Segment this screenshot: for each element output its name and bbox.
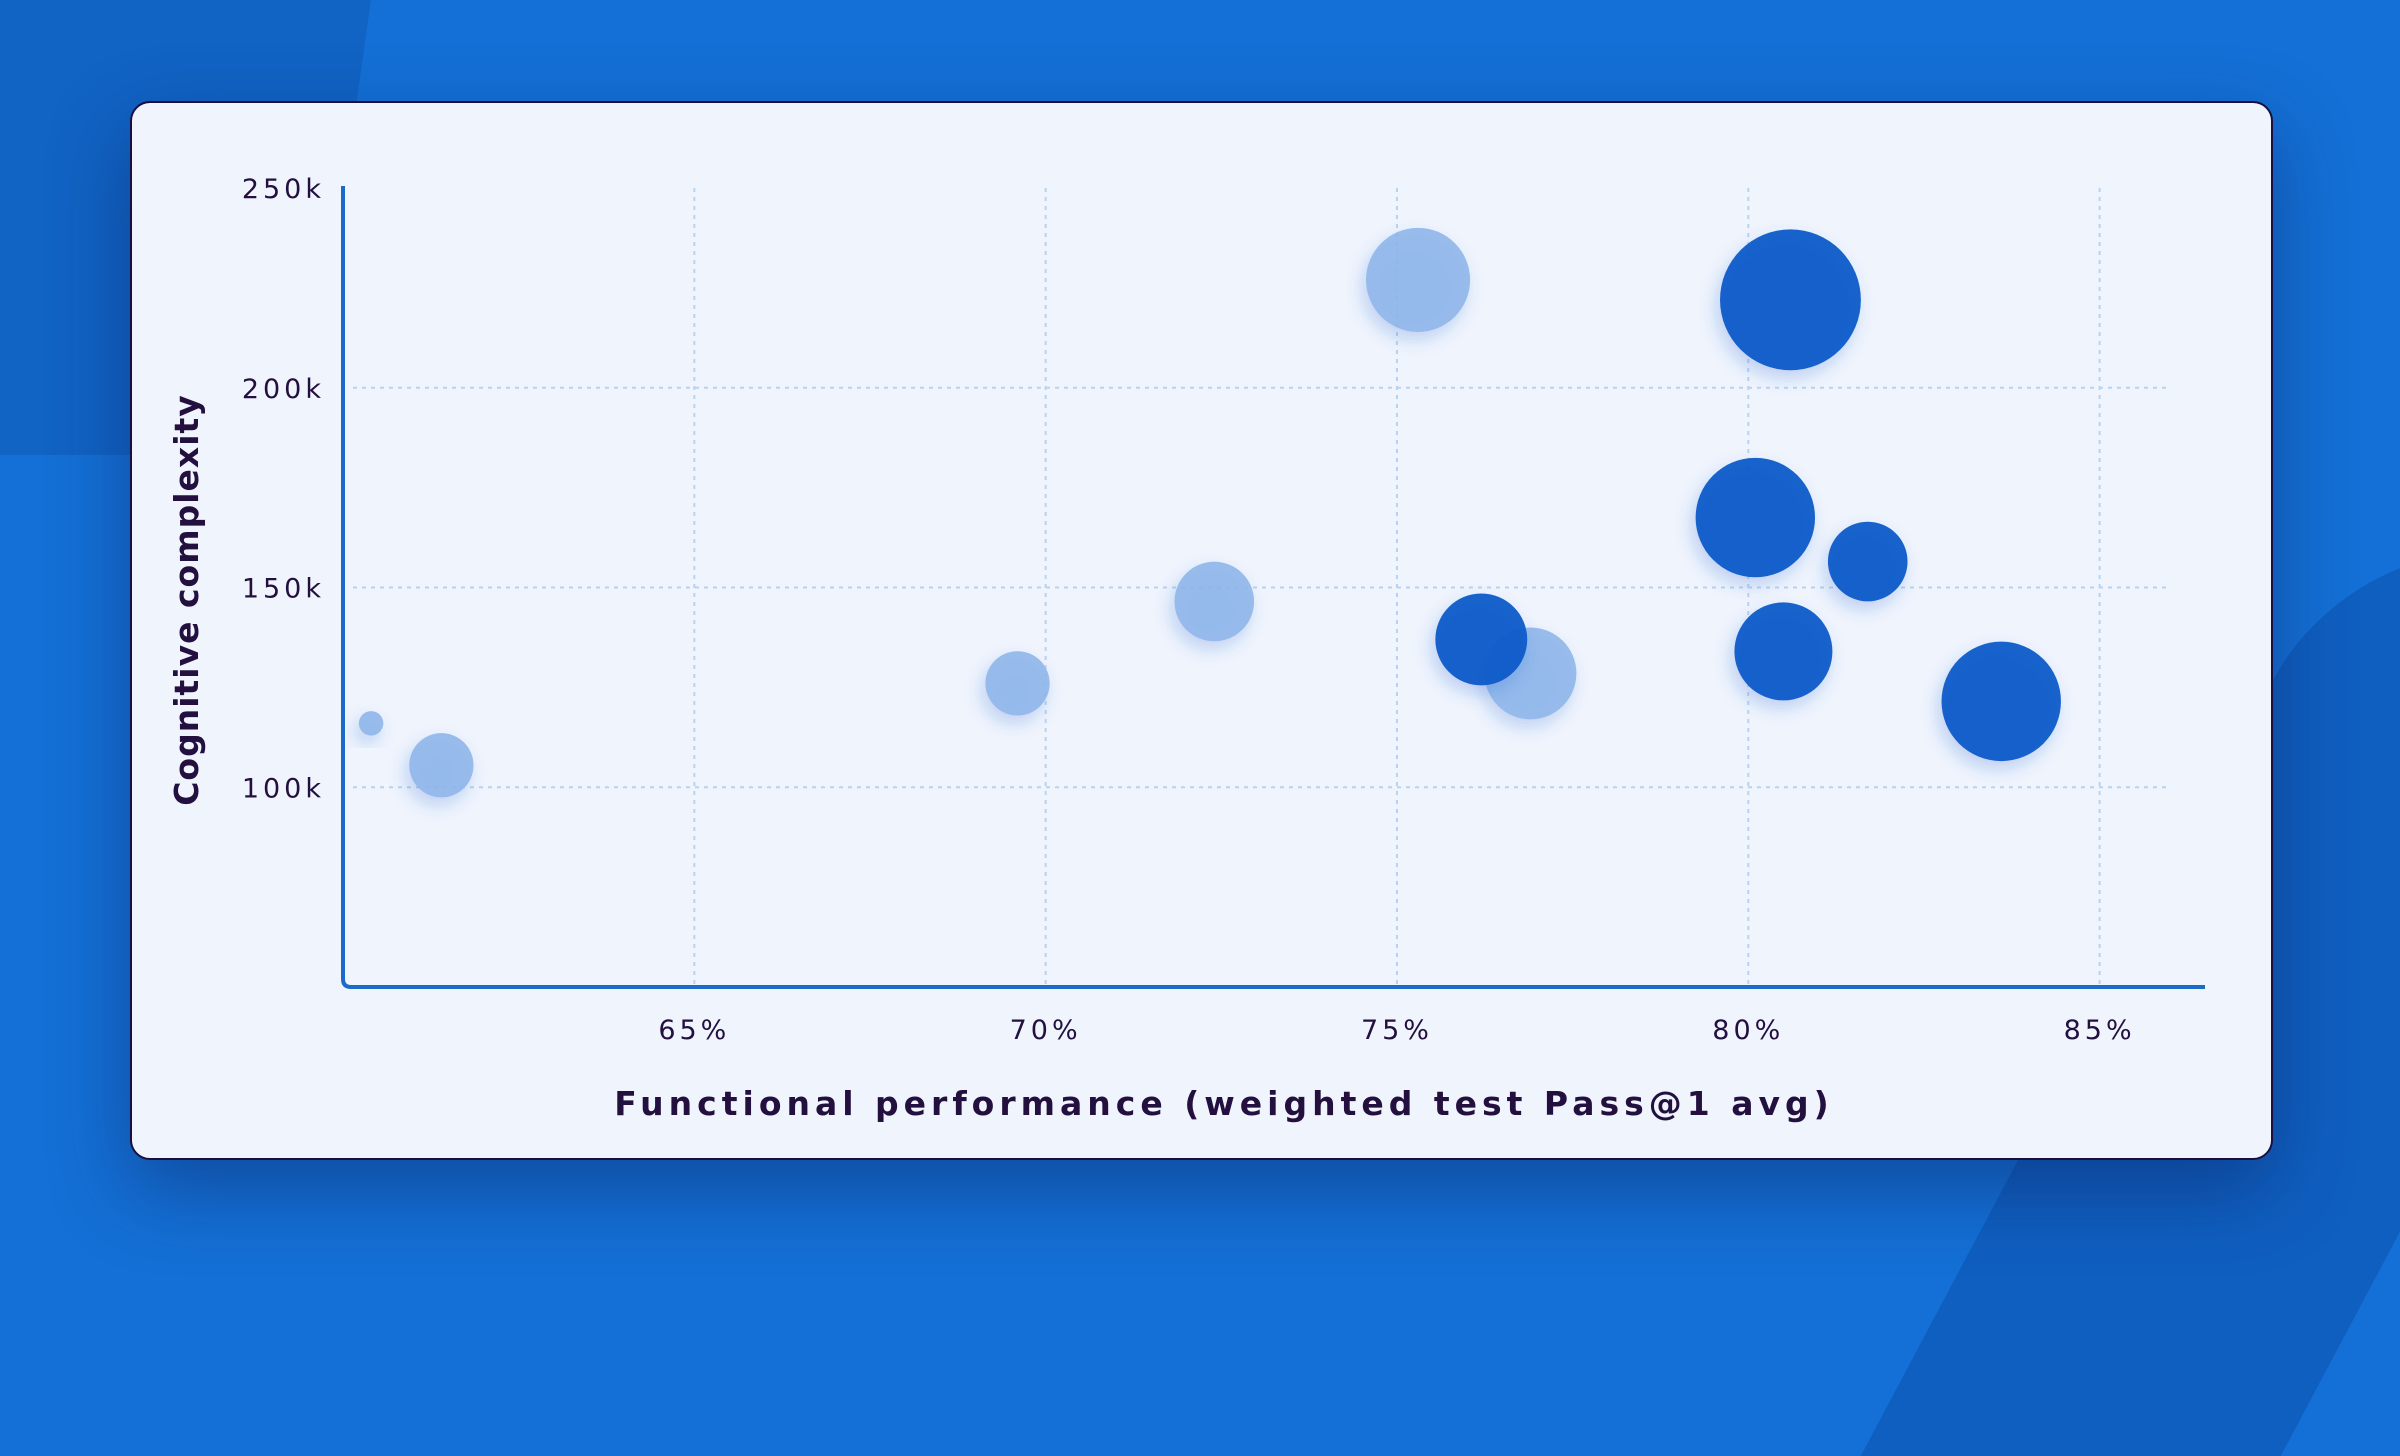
axes-lines [341, 186, 2205, 989]
y-tick-label: 200k [242, 374, 325, 405]
bubble-light [1174, 561, 1255, 642]
bubble-dark [1720, 229, 1861, 371]
x-tick-label: 65% [658, 1015, 730, 1046]
bubble-dark [1734, 602, 1833, 701]
x-axis-title: Functional performance (weighted test Pa… [614, 1084, 1833, 1123]
bubble-light [358, 711, 384, 736]
y-axis-title: Cognitive complexity [167, 394, 206, 806]
bubble-light [409, 733, 474, 798]
x-tick-label: 70% [1010, 1015, 1082, 1046]
bubble-dark [1827, 521, 1908, 602]
bubble-light [985, 651, 1050, 716]
y-tick-label: 250k [242, 174, 325, 205]
bubble-light [1365, 227, 1471, 332]
x-tick-label: 85% [2064, 1015, 2136, 1046]
bubble-dark [1941, 641, 2061, 762]
bubble-chart: 65% 70% 75% 80% 85% 100k 150k 200k 250k Function… [167, 174, 2205, 1123]
bubble-dark [1435, 593, 1528, 686]
bubble-dark [1695, 457, 1816, 578]
x-tick-label: 80% [1712, 1015, 1784, 1046]
y-tick-label: 100k [242, 773, 325, 804]
y-tick-label: 150k [242, 574, 325, 605]
x-tick-label: 75% [1361, 1015, 1433, 1046]
